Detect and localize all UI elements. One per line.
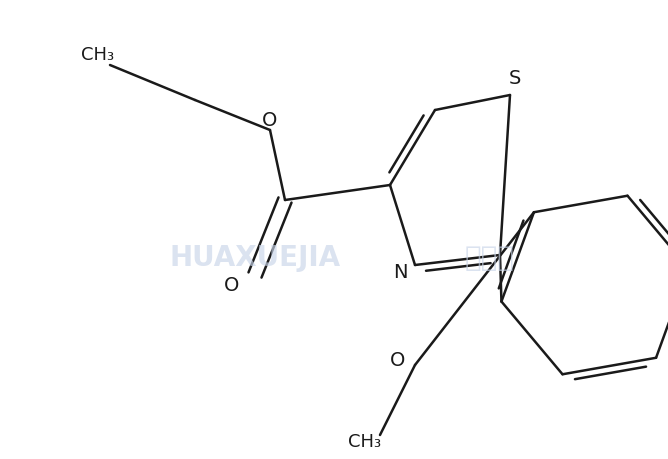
Text: O: O [224,275,240,295]
Text: S: S [509,68,521,88]
Text: CH₃: CH₃ [349,433,381,451]
Text: 化学加: 化学加 [465,244,515,272]
Text: CH₃: CH₃ [81,46,115,64]
Text: O: O [263,111,278,129]
Text: O: O [390,351,405,369]
Text: HUAXUEJIA: HUAXUEJIA [170,244,341,272]
Text: N: N [393,263,407,281]
